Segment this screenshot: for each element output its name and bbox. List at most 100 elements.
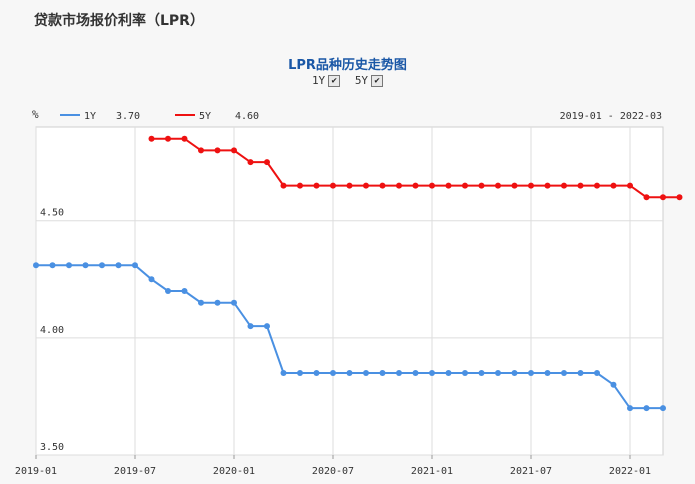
data-point[interactable] <box>594 370 600 376</box>
series-toggles: 1Y ✔ 5Y ✔ <box>0 74 695 87</box>
chart-title: LPR品种历史走势图 <box>288 58 407 73</box>
data-point[interactable] <box>330 370 336 376</box>
data-point[interactable] <box>231 147 237 154</box>
data-point[interactable] <box>396 182 402 189</box>
y-unit-label: % <box>32 108 39 121</box>
data-point[interactable] <box>412 182 419 189</box>
data-point[interactable] <box>313 370 320 376</box>
y-tick-label: 4.50 <box>40 208 64 219</box>
data-point[interactable] <box>363 370 369 376</box>
data-point[interactable] <box>363 182 369 189</box>
data-point[interactable] <box>264 159 270 166</box>
data-point[interactable] <box>544 182 551 189</box>
data-point[interactable] <box>396 370 402 376</box>
data-point[interactable] <box>660 405 666 412</box>
data-point[interactable] <box>627 182 633 189</box>
data-point[interactable] <box>660 194 666 201</box>
data-point[interactable] <box>346 370 353 376</box>
data-point[interactable] <box>313 182 320 189</box>
data-point[interactable] <box>132 262 138 269</box>
toggle-5y[interactable]: 5Y ✔ <box>354 74 384 87</box>
data-point[interactable] <box>33 262 39 269</box>
data-point[interactable] <box>165 288 171 294</box>
data-point[interactable] <box>49 262 56 269</box>
data-point[interactable] <box>610 182 617 189</box>
data-point[interactable] <box>511 370 518 376</box>
data-point[interactable] <box>561 182 567 189</box>
data-point[interactable] <box>297 370 303 376</box>
data-point[interactable] <box>478 182 485 189</box>
data-point[interactable] <box>412 370 419 376</box>
plot-area <box>35 126 664 456</box>
data-point[interactable] <box>82 262 89 269</box>
data-point[interactable] <box>198 299 204 306</box>
data-point[interactable] <box>214 147 221 154</box>
data-point[interactable] <box>379 182 386 189</box>
checkbox-checked-icon[interactable]: ✔ <box>328 74 341 87</box>
data-point[interactable] <box>247 159 254 166</box>
data-point[interactable] <box>280 182 287 189</box>
data-point[interactable] <box>165 135 171 142</box>
data-point[interactable] <box>330 182 336 189</box>
data-point[interactable] <box>495 370 501 376</box>
data-point[interactable] <box>181 288 188 294</box>
y-tick-label: 3.50 <box>40 442 64 453</box>
y-tick-label: 4.00 <box>40 325 64 336</box>
data-point[interactable] <box>214 299 221 306</box>
date-range: 2019-01 - 2022-03 <box>560 111 662 122</box>
data-point[interactable] <box>445 182 452 189</box>
page-title: 贷款市场报价利率（LPR） <box>34 13 204 29</box>
x-tick-label: 2021-07 <box>510 466 552 477</box>
data-point[interactable] <box>528 370 534 376</box>
x-tick-label: 2020-01 <box>213 466 255 477</box>
data-point[interactable] <box>577 182 584 189</box>
data-point[interactable] <box>478 370 485 376</box>
data-point[interactable] <box>544 370 551 376</box>
data-point[interactable] <box>429 370 435 376</box>
toggle-1y[interactable]: 1Y ✔ <box>311 74 341 87</box>
data-point[interactable] <box>429 182 435 189</box>
data-point[interactable] <box>280 370 287 376</box>
legend: 1Y 3.70 5Y 4.60 <box>60 111 259 122</box>
data-point[interactable] <box>66 262 72 269</box>
data-point[interactable] <box>643 405 650 412</box>
legend-name-5y: 5Y <box>199 111 211 122</box>
data-point[interactable] <box>379 370 386 376</box>
axis-labels: 4.50 4.00 3.50 2019-01 2019-07 2020-01 2020-07… <box>15 208 651 477</box>
page-header: 贷款市场报价利率（LPR） <box>0 0 695 38</box>
data-point[interactable] <box>181 135 188 142</box>
x-tick-label: 2020-07 <box>312 466 354 477</box>
data-point[interactable] <box>643 194 650 201</box>
data-point[interactable] <box>495 182 501 189</box>
legend-value-5y: 4.60 <box>235 111 259 122</box>
data-point[interactable] <box>511 182 518 189</box>
data-point[interactable] <box>627 405 633 412</box>
data-point[interactable] <box>561 370 567 376</box>
data-point[interactable] <box>594 182 600 189</box>
data-point[interactable] <box>528 182 534 189</box>
data-point[interactable] <box>115 262 122 269</box>
data-point[interactable] <box>346 182 353 189</box>
data-point[interactable] <box>577 370 584 376</box>
grid <box>35 127 663 456</box>
series-layer <box>33 135 683 412</box>
data-point[interactable] <box>148 135 155 142</box>
checkbox-checked-icon[interactable]: ✔ <box>371 74 384 87</box>
data-point[interactable] <box>676 194 683 201</box>
data-point[interactable] <box>297 182 303 189</box>
data-point[interactable] <box>264 323 270 330</box>
toggle-5y-label: 5Y <box>354 74 369 87</box>
data-point[interactable] <box>99 262 105 269</box>
data-point[interactable] <box>610 381 617 388</box>
data-point[interactable] <box>148 276 155 283</box>
toggle-1y-label: 1Y <box>311 74 326 87</box>
data-point[interactable] <box>462 370 468 376</box>
data-point[interactable] <box>445 370 452 376</box>
data-point[interactable] <box>462 182 468 189</box>
legend-value-1y: 3.70 <box>116 111 140 122</box>
data-point[interactable] <box>231 299 237 306</box>
data-point[interactable] <box>198 147 204 154</box>
data-point[interactable] <box>247 323 254 330</box>
